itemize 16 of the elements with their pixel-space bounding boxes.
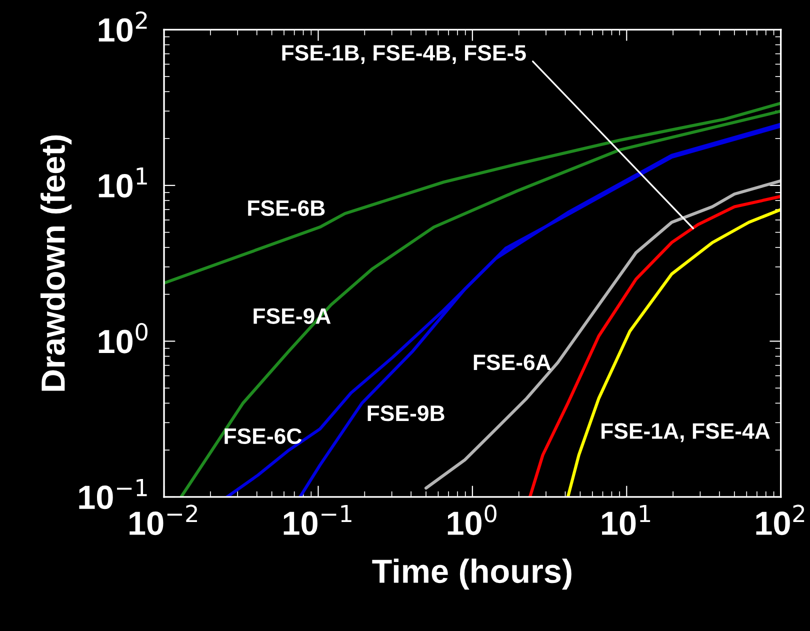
- annotation: FSE-9A: [254, 308, 331, 324]
- x-tick-label: 10$^{2}$: [756, 504, 804, 536]
- y-tick-label: 10$^{1}$: [98, 168, 147, 198]
- y-axis-title: Drawdown (feet): [40, 135, 72, 391]
- y-tick-label: 10$^{2}$: [98, 11, 147, 42]
- annotation: FSE-9B: [368, 405, 444, 422]
- y-tick-label: 10$^{0}$: [98, 322, 148, 354]
- x-axis-title: Time (hours): [372, 558, 572, 590]
- annotation: FSE-6C: [224, 428, 302, 444]
- annotation: FSE-6B: [248, 200, 325, 216]
- x-tick-label: 10$^{1}$: [602, 505, 650, 536]
- x-tick-label: 10$^{0}$: [448, 504, 496, 536]
- annotation: FSE-1A, FSE-4A: [602, 423, 770, 442]
- x-tick-label: 10$^{−1}$: [284, 505, 352, 536]
- annotation: FSE-1B, FSE-4B, FSE-5: [282, 45, 526, 64]
- annotation: FSE-6A: [474, 354, 551, 370]
